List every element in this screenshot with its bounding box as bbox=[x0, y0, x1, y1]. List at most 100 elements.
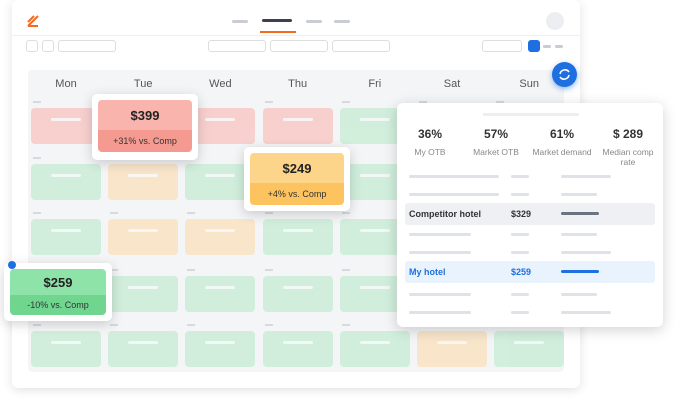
price-card[interactable]: $249 +4% vs. Comp bbox=[244, 147, 350, 211]
cell-line bbox=[205, 118, 236, 121]
view-button[interactable] bbox=[555, 45, 563, 48]
cell-line bbox=[359, 286, 390, 289]
stat-label: My OTB bbox=[414, 147, 446, 157]
day-cell bbox=[31, 331, 101, 367]
refresh-icon bbox=[559, 69, 570, 80]
day-cell bbox=[31, 108, 101, 144]
cell-marker bbox=[33, 212, 41, 214]
toggle[interactable] bbox=[482, 40, 522, 52]
nav-item[interactable] bbox=[232, 20, 248, 23]
nav-underline bbox=[260, 31, 296, 33]
dropdown[interactable] bbox=[270, 40, 328, 52]
table-row[interactable]: My hotel $259 bbox=[405, 261, 655, 283]
panel-handle bbox=[483, 113, 579, 116]
price-card[interactable]: $399 +31% vs. Comp bbox=[92, 94, 198, 160]
next-button[interactable] bbox=[42, 40, 54, 52]
cell-marker bbox=[33, 324, 41, 326]
logo bbox=[27, 15, 39, 27]
cell-marker bbox=[341, 212, 350, 214]
day-cell bbox=[262, 108, 333, 144]
placeholder bbox=[409, 175, 499, 178]
cell-marker bbox=[110, 324, 119, 326]
day-cell bbox=[31, 164, 101, 200]
table-row[interactable]: Competitor hotel $329 bbox=[405, 203, 655, 225]
cell-line bbox=[359, 341, 390, 344]
cell-marker bbox=[341, 101, 350, 103]
day-cell bbox=[108, 164, 179, 200]
cell-marker bbox=[33, 101, 41, 103]
day-cell bbox=[339, 331, 410, 367]
placeholder bbox=[511, 251, 529, 254]
weekday: Thu bbox=[288, 78, 308, 90]
day-cell bbox=[185, 164, 256, 200]
stat-value: $ 289 bbox=[612, 127, 644, 141]
cell-line bbox=[282, 118, 313, 121]
placeholder bbox=[409, 251, 471, 254]
rate-bar bbox=[561, 212, 599, 215]
cell-marker bbox=[419, 101, 427, 103]
cell-line bbox=[51, 341, 81, 344]
stat-value: 61% bbox=[549, 127, 575, 141]
price-card[interactable]: $259 -10% vs. Comp bbox=[4, 263, 112, 321]
cell-line bbox=[51, 174, 81, 177]
weekday: Tue bbox=[133, 78, 153, 90]
hotel-name: My hotel bbox=[409, 267, 446, 277]
day-cell bbox=[494, 331, 565, 367]
placeholder bbox=[409, 233, 471, 236]
placeholder bbox=[561, 193, 597, 196]
dropdown[interactable] bbox=[208, 40, 266, 52]
view-button[interactable] bbox=[543, 45, 551, 48]
day-cell bbox=[185, 219, 256, 255]
cell-line bbox=[51, 229, 81, 232]
day-cell bbox=[262, 276, 333, 312]
placeholder bbox=[409, 193, 499, 196]
stat: 57% Market OTB bbox=[463, 127, 529, 157]
cell-marker bbox=[110, 212, 119, 214]
weekday: Mon bbox=[55, 78, 77, 90]
card-price: $259 bbox=[10, 269, 106, 295]
cell-line bbox=[282, 286, 313, 289]
cell-line bbox=[359, 174, 390, 177]
placeholder bbox=[511, 293, 529, 296]
cell-marker bbox=[187, 324, 196, 326]
placeholder bbox=[561, 233, 597, 236]
cell-line bbox=[359, 118, 390, 121]
placeholder bbox=[511, 193, 529, 196]
hotel-name: Competitor hotel bbox=[409, 209, 481, 219]
cell-line bbox=[128, 229, 159, 232]
placeholder bbox=[409, 293, 471, 296]
divider bbox=[12, 35, 580, 36]
dropdown[interactable] bbox=[332, 40, 390, 52]
placeholder bbox=[561, 251, 611, 254]
nav-item-active[interactable] bbox=[262, 19, 292, 22]
placeholder bbox=[511, 175, 529, 178]
day-cell bbox=[31, 219, 101, 255]
cell-line bbox=[282, 341, 313, 344]
dropdown[interactable] bbox=[58, 40, 116, 52]
card-delta: +31% vs. Comp bbox=[98, 130, 192, 152]
rate-bar bbox=[561, 270, 599, 273]
hotel-price: $259 bbox=[511, 267, 532, 277]
nav-item[interactable] bbox=[334, 20, 350, 23]
cell-line bbox=[205, 174, 236, 177]
stat: $ 289 Median comp rate bbox=[595, 127, 661, 167]
view-button-active[interactable] bbox=[528, 40, 540, 52]
stat-label: Market demand bbox=[532, 147, 592, 157]
stat-label: Market OTB bbox=[473, 147, 519, 157]
prev-button[interactable] bbox=[26, 40, 38, 52]
stat: 36% My OTB bbox=[397, 127, 463, 157]
placeholder bbox=[561, 175, 611, 178]
cell-marker bbox=[187, 212, 196, 214]
nav-item[interactable] bbox=[306, 20, 322, 23]
weekday: Sun bbox=[519, 78, 539, 90]
refresh-button[interactable] bbox=[552, 62, 577, 87]
cell-marker bbox=[264, 101, 273, 103]
stat-value: 57% bbox=[483, 127, 509, 141]
placeholder bbox=[511, 233, 529, 236]
avatar[interactable] bbox=[546, 12, 564, 30]
card-delta: +4% vs. Comp bbox=[250, 183, 344, 205]
day-cell bbox=[262, 219, 333, 255]
cell-line bbox=[282, 229, 313, 232]
cell-marker bbox=[264, 324, 273, 326]
